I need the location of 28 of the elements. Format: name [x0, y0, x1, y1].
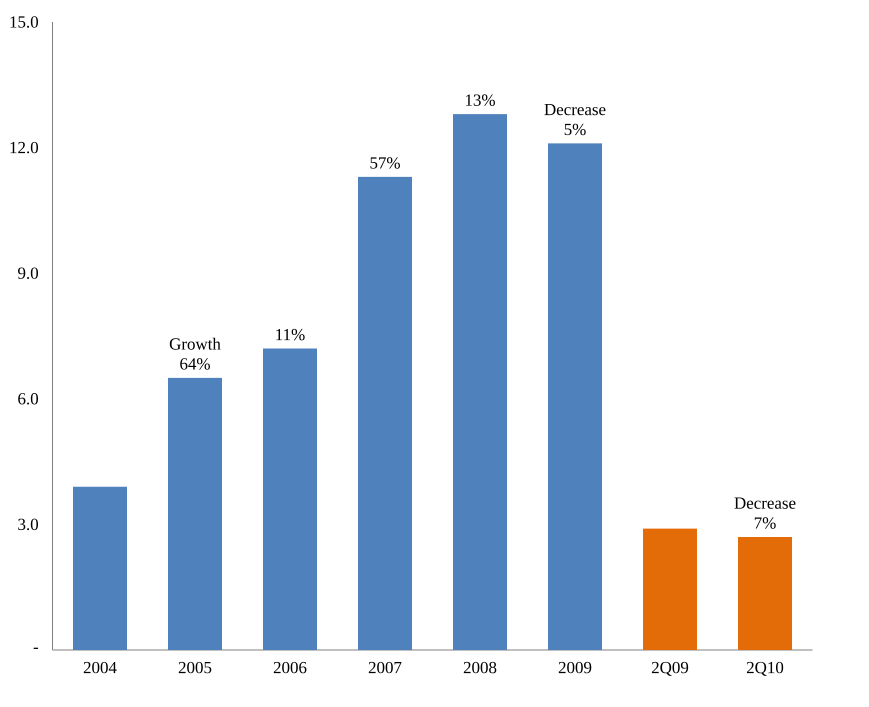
y-tick-label: 9.0 [18, 267, 38, 279]
x-tick-label: 2004 [84, 662, 117, 674]
x-tick-label: 2006 [274, 662, 306, 674]
y-tick-label: 15.0 [10, 16, 38, 28]
annotation: Decrease 5% [544, 104, 606, 136]
bar [263, 348, 317, 650]
bar [73, 486, 127, 650]
bar [643, 528, 698, 650]
bar [453, 114, 508, 650]
annotation: 11% [276, 328, 305, 340]
x-tick-label: 2005 [178, 662, 212, 674]
y-tick-label: 3.0 [18, 518, 38, 530]
annotation: 13% [466, 94, 495, 106]
annotation: 57% [370, 157, 400, 169]
y-tick-label: 12.0 [10, 142, 38, 154]
bar [168, 378, 222, 650]
x-tick-label: 2009 [558, 662, 592, 674]
y-tick-label: - [34, 648, 38, 649]
x-tick-label: 2Q09 [652, 662, 688, 676]
x-tick-label: 2008 [464, 662, 496, 674]
annotation: Decrease 7% [734, 498, 796, 529]
bar [548, 143, 602, 650]
bar [738, 536, 792, 650]
x-tick-label: 2Q10 [746, 662, 784, 676]
bar [358, 176, 412, 650]
annotation: Growth 64% [170, 338, 221, 370]
x-tick-label: 2007 [368, 662, 402, 674]
y-tick-label: 6.0 [18, 393, 38, 405]
